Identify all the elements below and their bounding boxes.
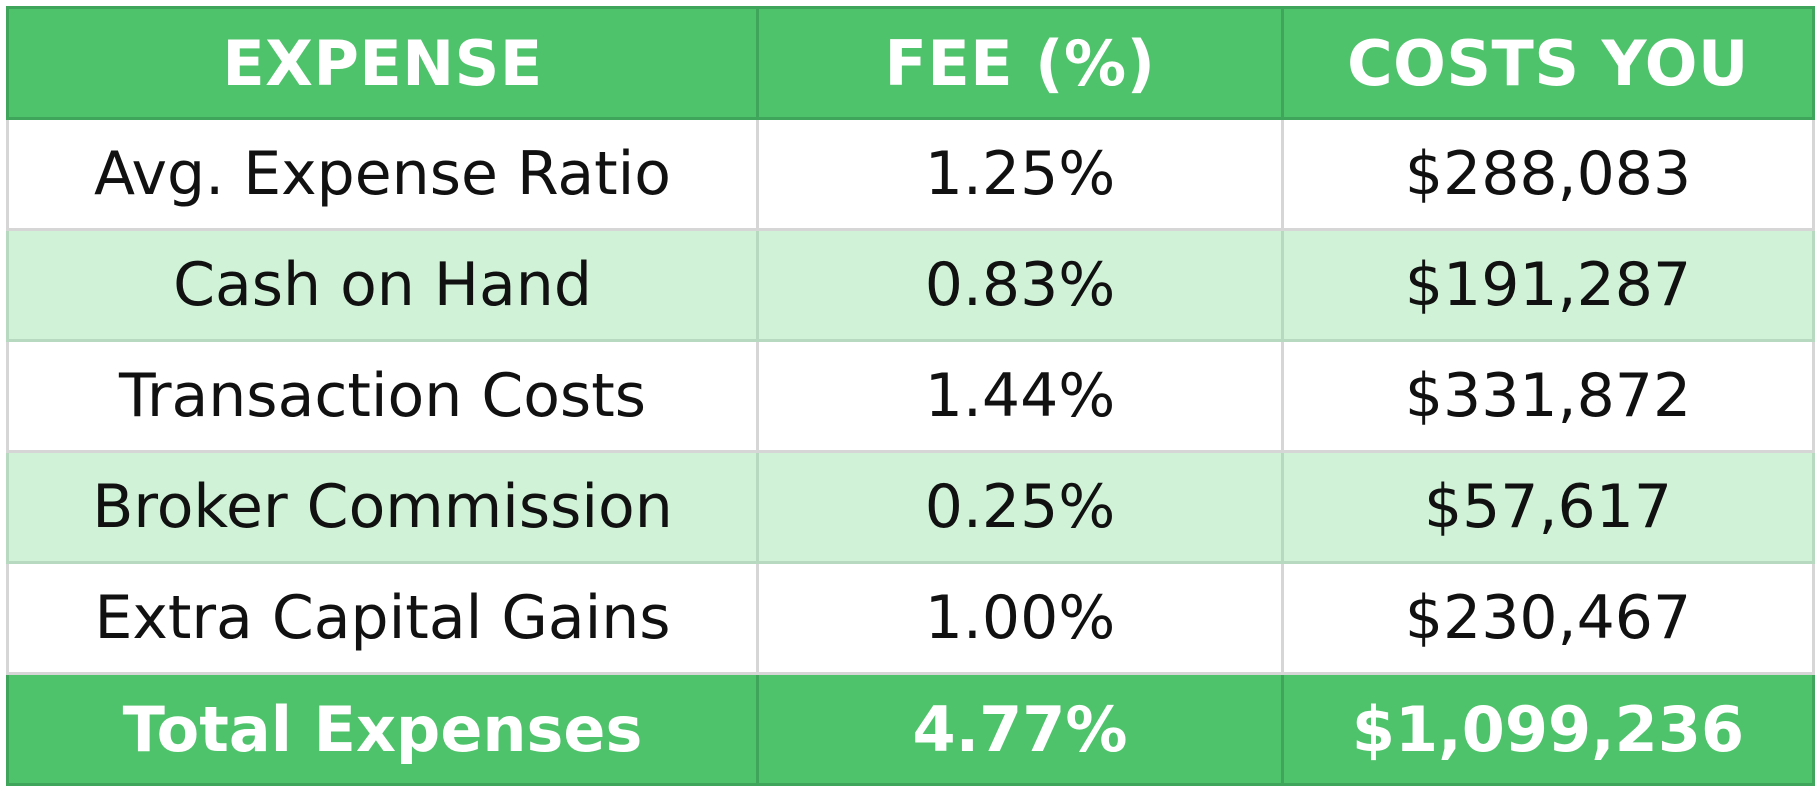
fee-cell: 0.25% [756, 450, 1284, 564]
table-row: Broker Commission 0.25% $57,617 [6, 450, 1815, 564]
column-header-fee: FEE (%) [756, 6, 1284, 120]
total-fee: 4.77% [756, 672, 1284, 786]
fee-cell: 1.00% [756, 561, 1284, 675]
expense-cell: Avg. Expense Ratio [6, 117, 759, 231]
total-row: Total Expenses 4.77% $1,099,236 [6, 672, 1815, 786]
fee-cell: 1.44% [756, 339, 1284, 453]
fee-cell: 1.25% [756, 117, 1284, 231]
table-row: Transaction Costs 1.44% $331,872 [6, 339, 1815, 453]
total-label: Total Expenses [6, 672, 759, 786]
expense-cell: Broker Commission [6, 450, 759, 564]
table-row: Cash on Hand 0.83% $191,287 [6, 228, 1815, 342]
expense-table: EXPENSE FEE (%) COSTS YOU Avg. Expense R… [6, 6, 1815, 786]
cost-cell: $331,872 [1281, 339, 1815, 453]
expense-cell: Cash on Hand [6, 228, 759, 342]
expense-cell: Transaction Costs [6, 339, 759, 453]
fee-cell: 0.83% [756, 228, 1284, 342]
cost-cell: $191,287 [1281, 228, 1815, 342]
cost-cell: $57,617 [1281, 450, 1815, 564]
header-row: EXPENSE FEE (%) COSTS YOU [6, 6, 1815, 120]
expense-table-container: EXPENSE FEE (%) COSTS YOU Avg. Expense R… [6, 6, 1815, 786]
column-header-expense: EXPENSE [6, 6, 759, 120]
column-header-costs: COSTS YOU [1281, 6, 1815, 120]
expense-cell: Extra Capital Gains [6, 561, 759, 675]
cost-cell: $230,467 [1281, 561, 1815, 675]
total-cost: $1,099,236 [1281, 672, 1815, 786]
table-row: Extra Capital Gains 1.00% $230,467 [6, 561, 1815, 675]
cost-cell: $288,083 [1281, 117, 1815, 231]
table-row: Avg. Expense Ratio 1.25% $288,083 [6, 117, 1815, 231]
